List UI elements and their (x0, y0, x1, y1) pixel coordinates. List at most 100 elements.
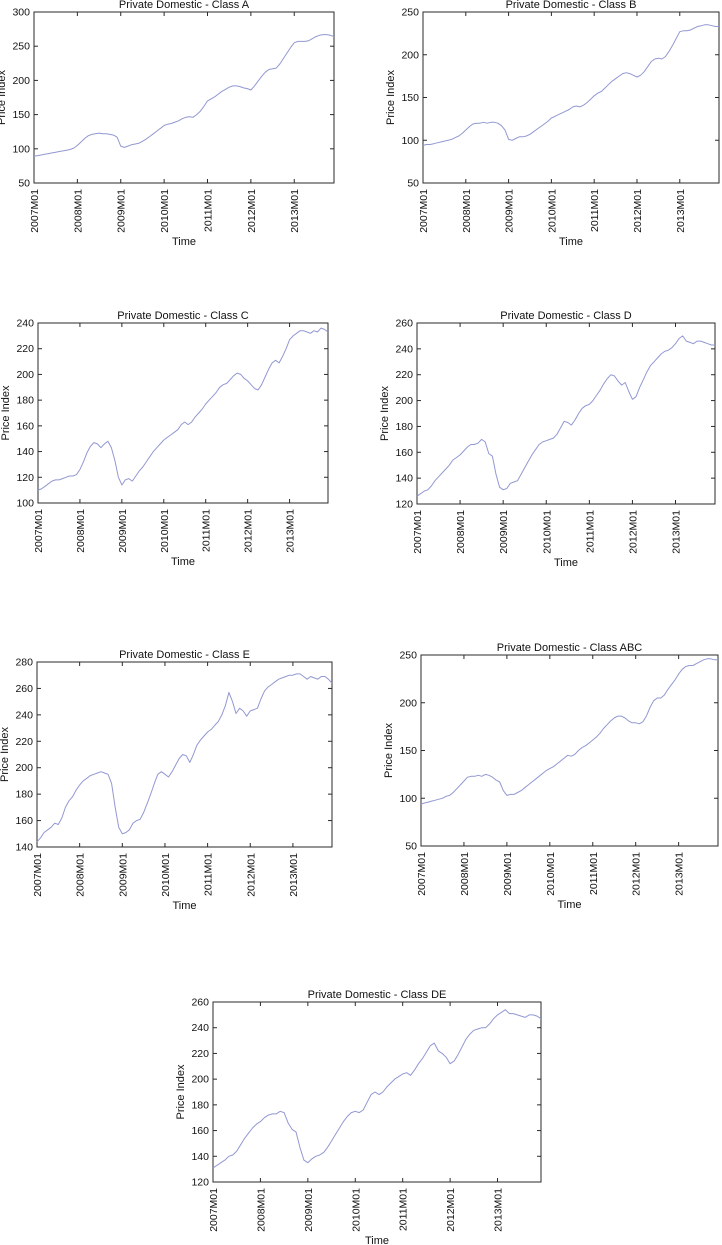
y-tick-label: 160 (16, 420, 34, 432)
chart-title: Private Domestic - Class DE (308, 989, 447, 1001)
y-tick-label: 150 (401, 92, 419, 104)
chart-title: Private Domestic - Class A (119, 0, 250, 11)
x-tick-label: 2008M01 (461, 189, 473, 233)
chart-private-domestic-class-c: 100 120 140 160 180 200 220 240 2007M01 2008M01 20… (0, 300, 361, 590)
price-index-line (33, 34, 335, 157)
x-tick-label: 2013M01 (675, 189, 687, 233)
y-tick-label: 240 (16, 318, 34, 330)
chart-canvas-class-de: 120 140 160 180 200 220 240 260 2007M01 2008M01 20… (175, 989, 542, 1245)
x-tick-label: 2011M01 (202, 189, 214, 232)
x-tick-label: 2012M01 (445, 1188, 457, 1232)
y-tick-label: 260 (191, 997, 209, 1009)
price-index-line (416, 335, 715, 497)
x-tick-label: 2011M01 (584, 510, 596, 553)
y-tick-label: 160 (15, 815, 33, 827)
y-tick-label: 200 (16, 369, 34, 381)
y-tick-label: 300 (12, 7, 30, 19)
x-tick-label: 2012M01 (243, 509, 255, 553)
plot-box (37, 322, 329, 504)
x-axis-label: Time (172, 900, 196, 912)
x-tick-label: 2008M01 (459, 852, 471, 896)
chart-title: Private Domestic - Class B (506, 0, 637, 11)
chart-title: Private Domestic - Class C (117, 310, 248, 322)
y-tick-label: 140 (16, 446, 34, 458)
x-tick-label: 2007M01 (416, 852, 428, 896)
y-tick-label: 240 (191, 1022, 209, 1034)
price-index-line (422, 24, 719, 146)
y-tick-label: 160 (191, 1125, 209, 1137)
plot-box (422, 11, 720, 184)
plot-box (36, 661, 333, 848)
y-axis-label: Price Index (0, 69, 8, 125)
y-tick-label: 200 (395, 395, 413, 407)
x-tick-label: 2009M01 (116, 189, 128, 233)
x-tick-label: 2010M01 (159, 509, 171, 553)
y-tick-label: 160 (395, 447, 413, 459)
x-tick-label: 2011M01 (398, 1188, 410, 1231)
x-tick-label: 2012M01 (631, 852, 643, 896)
chart-private-domestic-class-d: 120 140 160 180 200 220 240 260 2007M01 2008M01 20… (361, 300, 722, 590)
chart-canvas-class-d: 120 140 160 180 200 220 240 260 2007M01 2008M01 20… (379, 310, 716, 569)
y-tick-label: 120 (16, 472, 34, 484)
x-tick-label: 2009M01 (504, 189, 516, 233)
y-tick-label: 50 (407, 178, 419, 190)
y-tick-label: 250 (401, 7, 419, 19)
x-tick-label: 2009M01 (498, 510, 510, 554)
x-tick-label: 2008M01 (72, 189, 84, 233)
y-tick-label: 220 (191, 1048, 209, 1060)
y-tick-label: 200 (12, 75, 30, 87)
x-tick-label: 2008M01 (255, 1188, 267, 1232)
chart-private-domestic-class-abc: 50 100 150 200 250 2007M01 2008M01 2009M01 2010M… (361, 640, 722, 930)
x-tick-label: 2010M01 (545, 852, 557, 896)
price-index-line (420, 658, 718, 805)
y-tick-label: 50 (405, 841, 417, 853)
plot-box (416, 322, 716, 505)
y-tick-label: 260 (15, 683, 33, 695)
chart-title: Private Domestic - Class D (500, 310, 631, 322)
y-tick-label: 120 (395, 499, 413, 511)
chart-private-domestic-class-a: 50 100 150 200 250 300 2007M01 2008M01 2009M01 20… (0, 0, 361, 255)
chart-title: Private Domestic - Class E (119, 649, 250, 661)
x-tick-label: 2012M01 (627, 510, 639, 554)
y-tick-label: 200 (401, 49, 419, 61)
x-tick-label: 2011M01 (201, 509, 213, 552)
x-axis-label: Time (171, 556, 195, 568)
y-tick-label: 240 (15, 709, 33, 721)
x-tick-label: 2009M01 (117, 509, 129, 553)
x-tick-label: 2008M01 (75, 853, 87, 897)
y-axis-label: Price Index (0, 385, 12, 441)
y-axis-label: Price Index (385, 69, 397, 125)
x-tick-label: 2012M01 (246, 189, 258, 233)
y-tick-label: 140 (191, 1151, 209, 1163)
x-tick-label: 2011M01 (588, 852, 600, 895)
chart-canvas-class-c: 100 120 140 160 180 200 220 240 2007M01 2008M01 20… (0, 310, 329, 568)
x-tick-label: 2013M01 (674, 852, 686, 896)
x-tick-label: 2009M01 (303, 1188, 315, 1232)
chart-canvas-class-e: 140 160 180 200 220 240 260 280 2007M01 2008M01 20… (0, 649, 333, 912)
y-tick-label: 200 (191, 1074, 209, 1086)
x-tick-label: 2013M01 (285, 509, 297, 553)
x-tick-label: 2010M01 (541, 510, 553, 554)
x-axis-label: Time (559, 236, 583, 248)
x-tick-label: 2013M01 (288, 853, 300, 897)
price-index-line (212, 1009, 542, 1169)
chart-canvas-class-a: 50 100 150 200 250 300 2007M01 2008M01 2009M01 20… (0, 0, 335, 248)
plot-box (212, 1001, 542, 1183)
x-tick-label: 2010M01 (350, 1188, 362, 1232)
y-axis-label: Price Index (379, 385, 391, 441)
x-tick-label: 2012M01 (245, 853, 257, 897)
x-tick-label: 2008M01 (455, 510, 467, 554)
x-tick-label: 2013M01 (671, 510, 683, 554)
x-axis-label: Time (172, 236, 196, 248)
y-tick-label: 120 (191, 1177, 209, 1189)
x-tick-label: 2013M01 (289, 189, 301, 233)
x-tick-label: 2007M01 (412, 510, 424, 554)
price-index-line (37, 327, 329, 491)
y-tick-label: 240 (395, 343, 413, 355)
x-tick-label: 2010M01 (159, 189, 171, 233)
x-tick-label: 2012M01 (632, 189, 644, 233)
y-tick-label: 180 (395, 421, 413, 433)
x-axis-label: Time (365, 1235, 389, 1245)
y-tick-label: 180 (15, 789, 33, 801)
y-tick-label: 50 (18, 178, 30, 190)
